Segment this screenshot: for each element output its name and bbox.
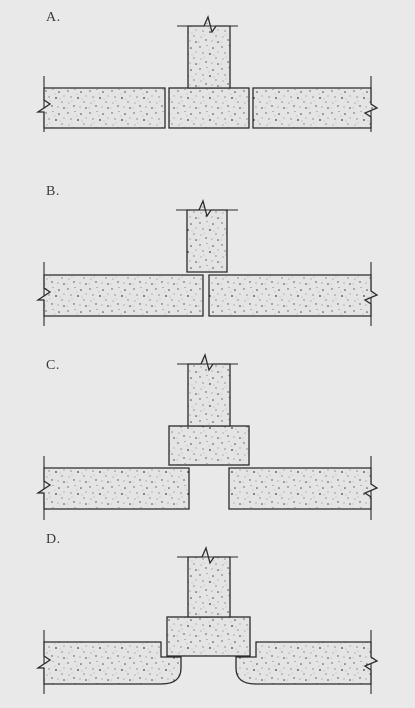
floor-slab-left (35, 87, 166, 129)
column (187, 546, 231, 618)
panel-label-b: B. (46, 184, 60, 199)
floor-slab-left (35, 274, 204, 317)
detail-d (35, 546, 379, 694)
floor-slab-right (228, 467, 379, 510)
detail-b (35, 199, 379, 326)
floor-slab-right (235, 641, 379, 685)
column-footing (166, 616, 251, 657)
floor-slab-left (35, 641, 182, 685)
detail-a (35, 15, 379, 132)
column (187, 15, 231, 89)
column (186, 199, 228, 273)
column (187, 353, 231, 427)
column-footing (168, 87, 250, 129)
panel-label-d: D. (46, 532, 61, 547)
panel-label-a: A. (46, 10, 61, 25)
column-footing (168, 425, 250, 466)
floor-slab-right (252, 87, 379, 129)
floor-slab-right (208, 274, 379, 317)
floor-slab-left (35, 467, 190, 510)
detail-c (35, 353, 379, 520)
panel-label-c: C. (46, 358, 60, 373)
